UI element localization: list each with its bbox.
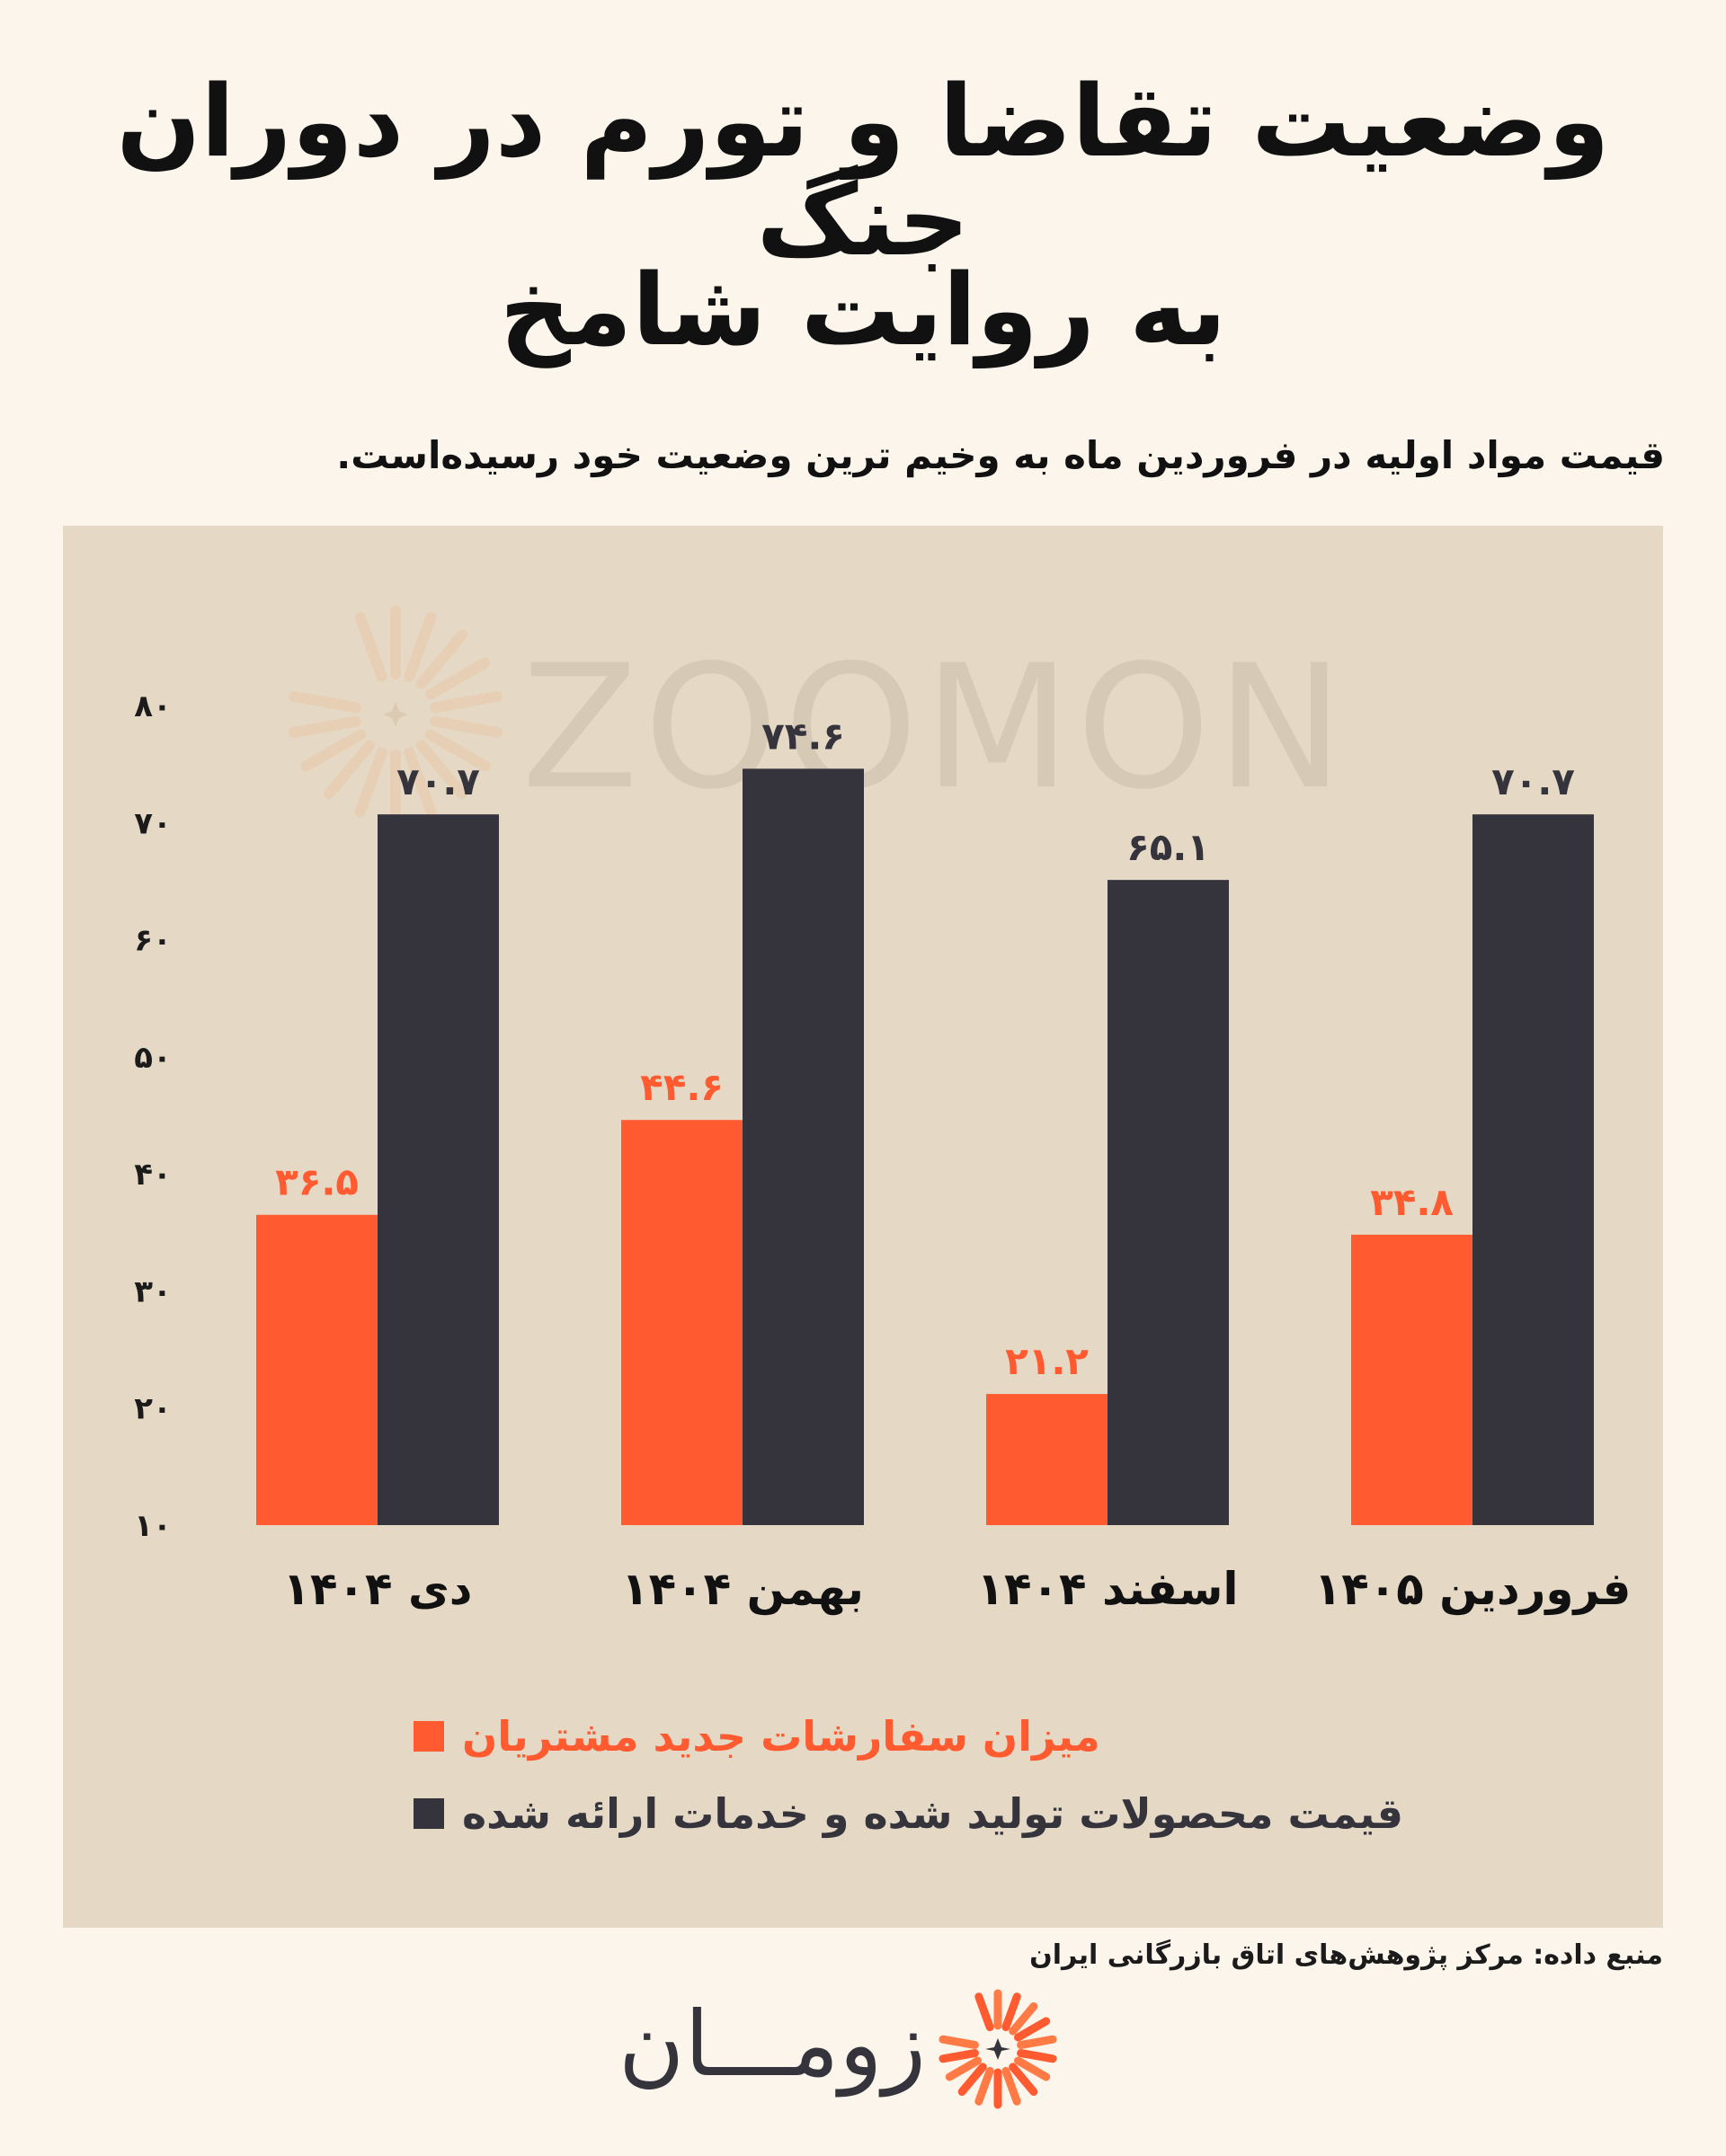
y-tick-label: ۴۰ (134, 1157, 172, 1193)
chart-title-line-1: وضعیت تقاضا و تورم در دوران جنگ (116, 64, 1610, 278)
y-tick-label: ۱۰ (134, 1508, 172, 1544)
legend-label-orders: میزان سفارشات جدید مشتریان (462, 1712, 1100, 1761)
zoomon-logo: زومـــان (618, 1986, 1061, 2112)
data-source-note: منبع داده: مرکز پژوهش‌های اتاق بازرگانی … (1029, 1939, 1663, 1971)
chart-subtitle: قیمت مواد اولیه در فروردین ماه به وخیم ت… (336, 433, 1665, 477)
y-tick-label: ۸۰ (134, 688, 172, 724)
legend-item-prices: قیمت محصولات تولید شده و خدمات ارائه شده (414, 1789, 1403, 1838)
y-tick-label: ۶۰ (134, 923, 172, 959)
x-tick-label: دی ۱۴۰۴ (283, 1563, 473, 1615)
data-label: ۳۴.۸ (1370, 1180, 1454, 1224)
data-label: ۷۰.۷ (1491, 759, 1575, 803)
legend-label-prices: قیمت محصولات تولید شده و خدمات ارائه شده (462, 1789, 1403, 1838)
legend-swatch-dark (414, 1798, 444, 1829)
watermark: ZOOMON (288, 606, 1349, 827)
data-label: ۴۴.۶ (640, 1065, 724, 1109)
logo-text: زومـــان (618, 1992, 926, 2097)
bar-chart: ZOOMON ۱۰ ۲۰ ۳۰ ۴۰ ۵۰ ۶۰ ۷۰ ۸۰ ۳۶.۵ ۷۰.۷ ۴۴.۶ ۷۴.۶… (134, 606, 1632, 1616)
x-axis: دی ۱۴۰۴ بهمن ۱۴۰۴ اسفند ۱۴۰۴ فروردین ۱۴۰۵ (283, 1563, 1632, 1616)
data-label: ۳۶.۵ (275, 1160, 359, 1204)
y-axis: ۱۰ ۲۰ ۳۰ ۴۰ ۵۰ ۶۰ ۷۰ ۸۰ (134, 688, 172, 1544)
sun-burst-icon (939, 1989, 1057, 2109)
data-label: ۶۵.۱ (1126, 825, 1210, 869)
bar (986, 1394, 1108, 1525)
legend-swatch-orange (414, 1721, 444, 1752)
chart-panel: ZOOMON ۱۰ ۲۰ ۳۰ ۴۰ ۵۰ ۶۰ ۷۰ ۸۰ ۳۶.۵ ۷۰.۷ ۴۴.۶ ۷۴.۶… (63, 526, 1663, 1928)
data-label: ۲۱.۲ (1005, 1339, 1089, 1383)
x-tick-label: بهمن ۱۴۰۴ (621, 1563, 864, 1616)
data-label: ۷۰.۷ (396, 759, 480, 803)
watermark-sun-icon (288, 606, 503, 823)
y-tick-label: ۵۰ (134, 1040, 172, 1076)
bar (743, 768, 864, 1525)
legend-item-orders: میزان سفارشات جدید مشتریان (414, 1712, 1100, 1761)
bar (1472, 814, 1594, 1525)
watermark-text: ZOOMON (521, 628, 1349, 827)
chart-title-line-2: به روایت شامخ (499, 253, 1227, 368)
bar (1351, 1234, 1472, 1525)
x-tick-label: اسفند ۱۴۰۴ (976, 1563, 1238, 1615)
bar (621, 1120, 743, 1525)
bar (1108, 880, 1229, 1525)
y-tick-label: ۲۰ (134, 1391, 172, 1427)
bars: ۳۶.۵ ۷۰.۷ ۴۴.۶ ۷۴.۶ ۲۱.۲ ۶۵.۱ ۳۴.۸ ۷۰.۷ (256, 714, 1594, 1525)
y-tick-label: ۳۰ (134, 1273, 172, 1309)
y-tick-label: ۷۰ (134, 805, 172, 841)
data-label: ۷۴.۶ (761, 714, 845, 758)
bar (256, 1214, 378, 1525)
x-tick-label: فروردین ۱۴۰۵ (1314, 1563, 1632, 1616)
bar (378, 814, 499, 1525)
